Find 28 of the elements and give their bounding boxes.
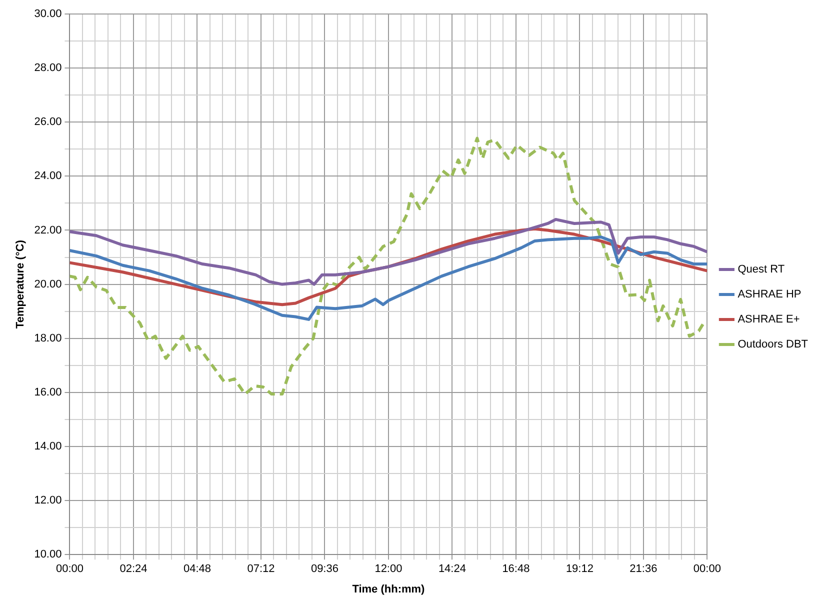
x-axis-title: Time (hh:mm) <box>352 583 426 596</box>
legend-label: Outdoors DBT <box>738 338 808 351</box>
y-tick-label: 12.00 <box>34 494 62 507</box>
x-tick-label: 21:36 <box>630 563 658 576</box>
y-tick-label: 22.00 <box>34 224 62 236</box>
x-tick-label: 14:24 <box>438 563 466 576</box>
y-tick-label: 14.00 <box>34 440 62 453</box>
x-tick-label: 19:12 <box>566 563 594 576</box>
x-tick-label: 00:00 <box>693 563 721 576</box>
y-tick-label: 26.00 <box>34 116 62 128</box>
y-tick-label: 28.00 <box>34 62 62 74</box>
x-tick-label: 04:48 <box>183 563 211 576</box>
y-tick-label: 24.00 <box>34 170 62 182</box>
y-tick-label: 20.00 <box>34 278 62 290</box>
x-tick-label: 02:24 <box>120 563 148 576</box>
x-tick-label: 16:48 <box>502 563 530 576</box>
x-tick-label: 09:36 <box>310 563 338 576</box>
x-tick-label: 00:00 <box>56 563 84 576</box>
legend-label: ASHRAE HP <box>738 288 802 301</box>
x-tick-label: 12:00 <box>374 563 402 576</box>
y-tick-label: 30.00 <box>34 8 62 20</box>
legend-label: Quest RT <box>738 264 785 276</box>
y-tick-label: 10.00 <box>34 548 62 561</box>
x-tick-label: 07:12 <box>247 563 275 576</box>
legend-label: ASHRAE E+ <box>738 314 800 326</box>
y-tick-label: 16.00 <box>34 386 62 398</box>
y-axis-title: Temperature (°C) <box>14 240 27 329</box>
y-tick-label: 18.00 <box>34 332 62 344</box>
